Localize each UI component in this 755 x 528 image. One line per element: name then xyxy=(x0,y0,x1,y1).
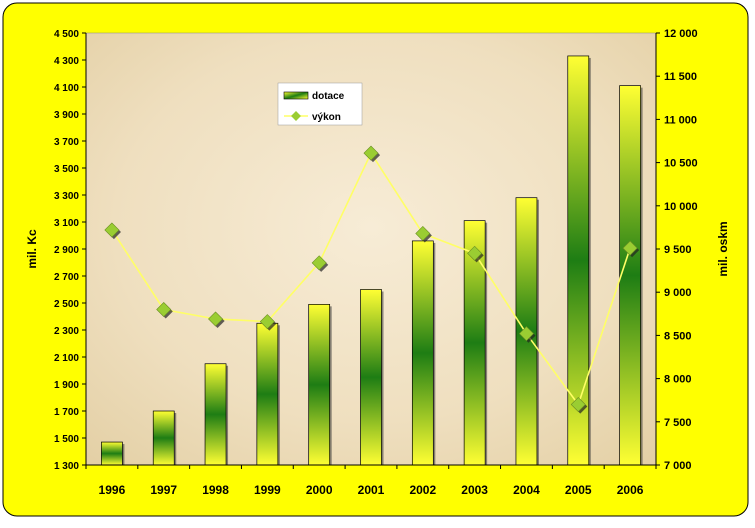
right-tick-label: 9 000 xyxy=(664,287,692,299)
marker-vykon-1998 xyxy=(208,311,224,327)
left-tick-label: 2 500 xyxy=(54,299,79,310)
left-tick-label: 2 300 xyxy=(54,326,79,337)
right-tick-label: 8 000 xyxy=(664,374,692,386)
marker-vykon-2004 xyxy=(518,326,534,342)
line-layer xyxy=(104,145,640,414)
y-axis-title: mil. Kc xyxy=(25,229,39,269)
x-tick-label: 2006 xyxy=(617,483,644,497)
bar-dotace-1998 xyxy=(204,363,227,466)
marker-vykon-2001 xyxy=(363,145,379,161)
left-tick-label: 1 700 xyxy=(54,407,79,418)
bar-dotace-1997 xyxy=(152,410,175,466)
right-tick-label: 10 500 xyxy=(664,158,698,170)
right-tick-label: 12 000 xyxy=(664,28,698,40)
right-tick-label: 7 500 xyxy=(664,417,692,429)
left-tick-label: 2 900 xyxy=(54,245,79,256)
bar-dotace-2006 xyxy=(619,85,641,466)
right-tick-label: 11 000 xyxy=(664,114,697,126)
left-tick-label: 3 700 xyxy=(54,137,79,148)
left-tick-label: 3 900 xyxy=(54,110,79,121)
x-tick-label: 1999 xyxy=(254,483,281,497)
marker-vykon-1997 xyxy=(156,301,172,317)
x-tick-label: 2003 xyxy=(461,483,488,497)
left-tick-label: 2 100 xyxy=(54,353,79,364)
x-tick-label: 2004 xyxy=(513,483,540,497)
bar-dotace-2002 xyxy=(411,240,434,466)
right-tick-label: 7 000 xyxy=(664,460,692,472)
left-tick-label: 3 100 xyxy=(54,218,79,229)
marker-vykon-2003 xyxy=(467,245,483,261)
left-tick-label: 1 300 xyxy=(54,461,79,472)
x-tick-label: 2000 xyxy=(306,483,333,497)
x-tick-label: 1996 xyxy=(99,483,126,497)
x-tick-label: 2001 xyxy=(358,483,385,497)
left-tick-label: 2 700 xyxy=(54,272,79,283)
right-tick-label: 9 500 xyxy=(664,244,692,256)
bar-dotace-2000 xyxy=(308,304,331,466)
left-tick-label: 4 300 xyxy=(54,56,79,67)
right-axis-ticks: 7 000 7 500 8 000 8 500 9 000 9 500 10 000 10 5… xyxy=(656,28,698,472)
bar-dotace-2001 xyxy=(360,289,382,466)
left-tick-label: 4 500 xyxy=(54,29,79,40)
right-tick-label: 11 500 xyxy=(664,71,697,83)
legend-label-dotace: dotace xyxy=(312,91,345,102)
marker-vykon-1999 xyxy=(259,314,275,330)
x-tick-label: 2002 xyxy=(409,483,436,497)
legend-label-vykon: výkon xyxy=(312,112,341,123)
legend-swatch-dotace xyxy=(283,91,309,100)
marker-vykon-2005 xyxy=(570,397,586,413)
left-axis-ticks: 1 300 1 500 1 700 1 900 2 100 2 300 2 500 2 700… xyxy=(54,29,86,472)
left-tick-label: 3 500 xyxy=(54,164,79,175)
marker-vykon-2002 xyxy=(415,225,431,241)
x-tick-label: 1997 xyxy=(150,483,177,497)
left-tick-label: 1 900 xyxy=(54,380,79,391)
left-tick-label: 4 100 xyxy=(54,83,79,94)
bar-dotace-1996 xyxy=(101,441,123,466)
y2-axis-title: mil. oskm xyxy=(716,221,730,276)
right-tick-label: 8 500 xyxy=(664,330,692,342)
left-tick-label: 3 300 xyxy=(54,191,79,202)
right-tick-label: 10 000 xyxy=(664,201,698,213)
bar-dotace-1999 xyxy=(256,322,279,466)
x-tick-label: 2005 xyxy=(565,483,592,497)
marker-vykon-2000 xyxy=(311,255,327,271)
x-axis-ticks: 1996 1997 1998 1999 2000 2001 2002 2003 2004 2005… xyxy=(85,465,657,497)
marker-vykon-2006 xyxy=(622,240,638,256)
legend-box xyxy=(277,82,363,126)
left-tick-label: 1 500 xyxy=(54,434,79,445)
legend: dotace výkon xyxy=(277,82,363,126)
x-tick-label: 1998 xyxy=(202,483,229,497)
marker-vykon-1996 xyxy=(104,222,120,238)
